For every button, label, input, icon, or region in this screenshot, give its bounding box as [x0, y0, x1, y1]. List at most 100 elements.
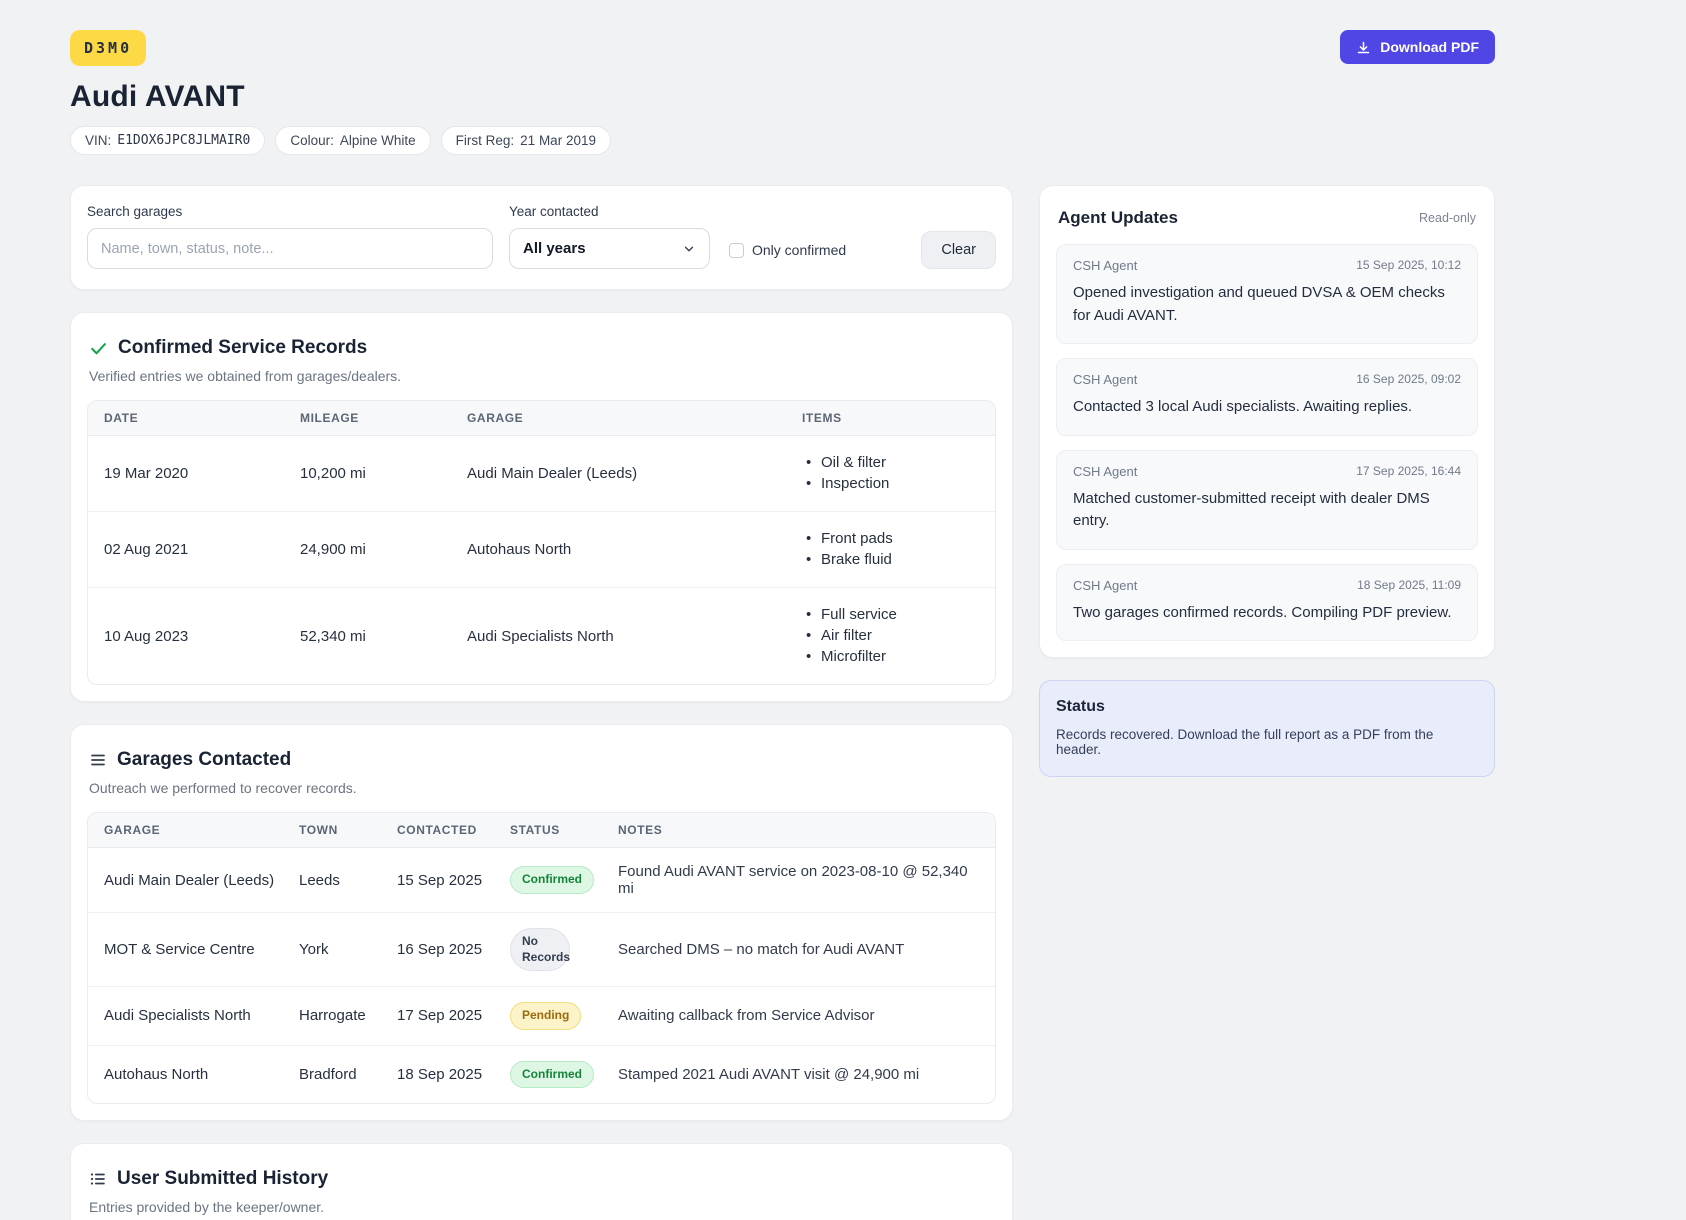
- garages-contacted-card: Garages Contacted Outreach we performed …: [70, 724, 1013, 1122]
- chip-label: Colour:: [290, 133, 334, 148]
- cell-town: Leeds: [299, 871, 340, 889]
- chevron-down-icon: [682, 242, 696, 256]
- user-history-card: User Submitted History Entries provided …: [70, 1143, 1013, 1220]
- cell-garage: Autohaus North: [467, 541, 572, 558]
- col-header-date: DATE: [104, 411, 139, 425]
- table-row: 19 Mar 2020 10,200 mi Audi Main Dealer (…: [88, 436, 995, 512]
- agent-timestamp: 18 Sep 2025, 11:09: [1357, 577, 1461, 592]
- status-badge: Confirmed: [510, 1060, 594, 1089]
- cell-town: Harrogate: [299, 1007, 366, 1025]
- filters-card: Search garages Year contacted All years …: [70, 185, 1013, 290]
- cell-status: Confirmed: [494, 851, 602, 909]
- agent-message: Matched customer-submitted receipt with …: [1073, 489, 1430, 530]
- only-confirmed-checkbox[interactable]: Only confirmed: [729, 242, 846, 269]
- clear-button[interactable]: Clear: [921, 231, 996, 269]
- garages-contacted-title: Garages Contacted: [117, 749, 292, 770]
- download-icon: [1356, 40, 1371, 55]
- search-input[interactable]: [87, 228, 493, 269]
- agent-update-entry: CSH Agent 16 Sep 2025, 09:02 Contacted 3…: [1056, 358, 1478, 436]
- list-icon: [89, 1170, 107, 1188]
- main-column: Search garages Year contacted All years …: [70, 185, 1013, 1220]
- search-field: Search garages: [87, 204, 493, 269]
- cell-contacted: 17 Sep 2025: [397, 1007, 483, 1025]
- user-history-title: User Submitted History: [117, 1168, 329, 1190]
- year-select[interactable]: All years: [509, 228, 710, 269]
- agent-updates-card: Agent Updates Read-only CSH Agent 15 Sep…: [1039, 185, 1495, 658]
- vehicle-chip: Colour: Alpine White: [275, 126, 431, 155]
- check-icon: [89, 339, 108, 358]
- agent-message: Contacted 3 local Audi specialists. Awai…: [1073, 398, 1413, 415]
- col-header-garage: GARAGE: [467, 411, 524, 425]
- cell-garage: Audi Specialists North: [104, 1007, 251, 1025]
- agent-update-entry: CSH Agent 18 Sep 2025, 11:09 Two garages…: [1056, 563, 1478, 641]
- chip-value: E1DOX6JPC8JLMAIR0: [117, 133, 251, 148]
- cell-status: No Records: [494, 913, 602, 986]
- cell-contacted: 18 Sep 2025: [397, 1066, 483, 1084]
- cell-notes: Found Audi AVANT service on 2023-08-10 @…: [618, 863, 968, 897]
- cell-garage: Autohaus North: [104, 1066, 209, 1084]
- cell-contacted: 16 Sep 2025: [397, 941, 483, 959]
- year-select-value: All years: [523, 240, 586, 257]
- item-bullet: Front pads: [802, 530, 987, 548]
- table-row: Autohaus North Bradford 18 Sep 2025 Conf…: [88, 1046, 995, 1104]
- table-row: MOT & Service Centre York 16 Sep 2025 No…: [88, 913, 995, 988]
- cell-items: Oil & filter Inspection: [786, 436, 995, 511]
- table-row: Audi Specialists North Harrogate 17 Sep …: [88, 987, 995, 1046]
- page-header: D3M0 Audi AVANT VIN: E1DOX6JPC8JLMAIR0 C…: [70, 30, 1495, 155]
- sidebar: Agent Updates Read-only CSH Agent 15 Sep…: [1039, 185, 1495, 777]
- item-bullet: Brake fluid: [802, 551, 987, 569]
- status-badge: Confirmed: [510, 866, 594, 894]
- item-bullet: Oil & filter: [802, 454, 987, 472]
- cell-date: 10 Aug 2023: [104, 627, 189, 645]
- agent-author: CSH Agent: [1073, 258, 1138, 273]
- cell-status: Pending: [494, 987, 602, 1045]
- agent-author: CSH Agent: [1073, 372, 1138, 387]
- menu-lines-icon: [89, 751, 107, 769]
- confirmed-records-subtitle: Verified entries we obtained from garage…: [89, 368, 402, 384]
- vehicle-chip: VIN: E1DOX6JPC8JLMAIR0: [70, 126, 266, 155]
- cell-garage: Audi Main Dealer (Leeds): [104, 871, 275, 889]
- agent-update-entry: CSH Agent 17 Sep 2025, 16:44 Matched cus…: [1056, 449, 1478, 550]
- download-pdf-button[interactable]: Download PDF: [1340, 30, 1495, 64]
- demo-badge: D3M0: [70, 30, 147, 66]
- item-bullet: Microfilter: [802, 648, 987, 666]
- agent-timestamp: 16 Sep 2025, 09:02: [1356, 372, 1461, 386]
- year-field: Year contacted All years: [509, 204, 710, 269]
- cell-mileage: 24,900 mi: [300, 541, 366, 558]
- cell-notes: Stamped 2021 Audi AVANT visit @ 24,900 m…: [618, 1066, 920, 1084]
- col-header-notes: NOTES: [618, 823, 663, 837]
- header-left: D3M0 Audi AVANT VIN: E1DOX6JPC8JLMAIR0 C…: [70, 30, 611, 155]
- chip-value: 21 Mar 2019: [520, 133, 596, 148]
- cell-town: York: [299, 941, 329, 959]
- col-header-contacted: CONTACTED: [397, 823, 477, 837]
- confirmed-records-table: DATE MILEAGE GARAGE ITEMS 19 Mar 2020 10…: [87, 400, 996, 685]
- agent-author: CSH Agent: [1073, 463, 1138, 479]
- agent-timestamp: 17 Sep 2025, 16:44: [1356, 463, 1461, 478]
- cell-status: Confirmed: [494, 1046, 602, 1104]
- vehicle-chip: First Reg: 21 Mar 2019: [440, 126, 611, 155]
- cell-items: Front pads Brake fluid: [786, 512, 995, 587]
- cell-garage: Audi Specialists North: [467, 627, 614, 645]
- page-title: Audi AVANT: [70, 80, 245, 113]
- search-label: Search garages: [87, 204, 183, 219]
- table-row: 10 Aug 2023 52,340 mi Audi Specialists N…: [88, 588, 995, 684]
- item-bullet: Full service: [802, 606, 987, 624]
- item-bullet: Inspection: [802, 475, 987, 493]
- col-header-town: TOWN: [299, 823, 338, 837]
- agent-updates-title: Agent Updates: [1058, 208, 1178, 227]
- only-confirmed-label: Only confirmed: [752, 242, 847, 258]
- chip-value: Alpine White: [339, 133, 416, 148]
- chip-label: First Reg:: [455, 133, 515, 148]
- cell-date: 19 Mar 2020: [104, 465, 189, 482]
- table-header-row: DATE MILEAGE GARAGE ITEMS: [88, 401, 995, 436]
- cell-town: Bradford: [299, 1066, 357, 1084]
- status-message: Records recovered. Download the full rep…: [1056, 727, 1434, 757]
- col-header-status: STATUS: [510, 823, 560, 837]
- cell-garage: MOT & Service Centre: [104, 941, 255, 959]
- garages-contacted-table: GARAGE TOWN CONTACTED STATUS NOTES Audi …: [87, 812, 996, 1105]
- user-history-subtitle: Entries provided by the keeper/owner.: [89, 1199, 325, 1216]
- agent-update-entry: CSH Agent 15 Sep 2025, 10:12 Opened inve…: [1056, 244, 1478, 344]
- agent-updates-list: CSH Agent 15 Sep 2025, 10:12 Opened inve…: [1056, 244, 1478, 641]
- cell-mileage: 52,340 mi: [300, 627, 366, 645]
